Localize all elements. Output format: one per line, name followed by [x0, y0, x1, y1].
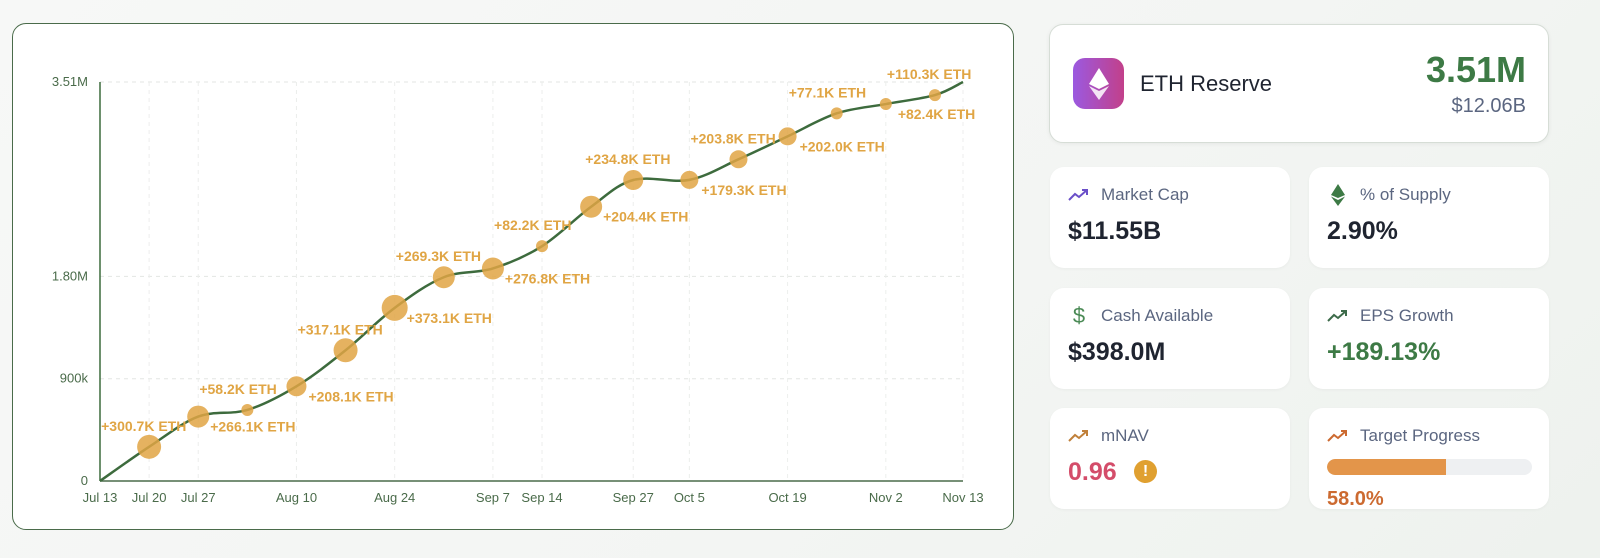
x-axis-tick: Oct 19 — [768, 490, 806, 505]
stat-value: $11.55B — [1068, 217, 1162, 245]
x-axis-tick: Nov 13 — [942, 490, 983, 505]
reserve-title: ETH Reserve — [1140, 71, 1273, 96]
x-axis-tick: Sep 27 — [613, 490, 654, 505]
x-axis-tick: Oct 5 — [674, 490, 705, 505]
data-point-marker[interactable] — [381, 294, 408, 321]
dollar-icon: $ — [1072, 303, 1086, 328]
data-point-label: +208.1K ETH — [308, 388, 393, 404]
data-point-marker[interactable] — [481, 257, 504, 280]
progress-bar-fill — [1327, 459, 1446, 475]
x-axis-tick: Aug 10 — [276, 490, 317, 505]
data-point-label: +266.1K ETH — [210, 419, 295, 435]
x-axis-tick: Aug 24 — [374, 490, 415, 505]
trending-up-icon — [1068, 184, 1090, 206]
ethereum-icon — [1327, 184, 1349, 206]
trending-up-icon — [1327, 305, 1349, 327]
ethereum-icon — [1073, 58, 1124, 109]
data-point-label: +82.4K ETH — [898, 106, 975, 122]
stat-label: mNAV — [1101, 426, 1149, 445]
holdings-line-chart: 0 900k 1.80M 3.51M Jul 13 Jul 20 Jul 27 Aug 10 A… — [52, 66, 984, 505]
stat-card-percent-supply: % of Supply 2.90% — [1309, 167, 1549, 268]
data-point-label: +317.1K ETH — [298, 321, 383, 337]
data-point-marker[interactable] — [286, 376, 307, 397]
data-point-marker[interactable] — [623, 170, 644, 191]
trending-up-icon — [1068, 425, 1090, 447]
reserve-amount: 3.51M — [1425, 49, 1526, 90]
data-point-marker[interactable] — [536, 240, 549, 253]
stat-label: Market Cap — [1101, 185, 1189, 204]
stat-value: 58.0% — [1327, 488, 1384, 510]
data-point-label: +110.3K ETH — [887, 66, 971, 82]
data-point-label: +276.8K ETH — [505, 270, 590, 286]
data-point-label: +203.8K ETH — [690, 130, 775, 146]
data-point-label: +179.3K ETH — [701, 182, 786, 198]
data-point-marker[interactable] — [137, 434, 162, 459]
y-axis-tick: 3.51M — [52, 74, 88, 89]
eth-reserve-card: ETH Reserve 3.51M $12.06B — [1049, 24, 1549, 143]
data-point-marker[interactable] — [729, 150, 748, 169]
x-axis-tick: Sep 14 — [521, 490, 562, 505]
data-point-label: +202.0K ETH — [800, 138, 885, 154]
data-point-marker[interactable] — [187, 405, 210, 428]
data-point-marker[interactable] — [879, 98, 892, 111]
stat-label: EPS Growth — [1360, 306, 1454, 325]
holdings-chart-card: 0 900k 1.80M 3.51M Jul 13 Jul 20 Jul 27 Aug 10 A… — [12, 23, 1014, 530]
stat-value: 0.96 — [1068, 458, 1117, 486]
data-point-marker[interactable] — [241, 403, 254, 416]
data-point-marker[interactable] — [580, 195, 603, 218]
data-point-label: +82.2K ETH — [494, 217, 571, 233]
data-point-label: +373.1K ETH — [407, 310, 492, 326]
stat-value: 2.90% — [1327, 217, 1398, 245]
data-point-label: +234.8K ETH — [585, 151, 670, 167]
stat-value: $398.0M — [1068, 338, 1166, 366]
data-point-marker[interactable] — [333, 338, 358, 363]
data-point-marker[interactable] — [778, 127, 797, 146]
stat-label: Target Progress — [1360, 426, 1480, 445]
data-point-marker[interactable] — [680, 170, 699, 189]
stat-label: % of Supply — [1360, 185, 1451, 204]
x-axis-tick: Jul 13 — [83, 490, 118, 505]
trending-up-icon — [1327, 425, 1349, 447]
x-axis-tick: Jul 20 — [132, 490, 167, 505]
data-point-label: +204.4K ETH — [603, 209, 688, 225]
stat-card-cash-available: $ Cash Available $398.0M — [1050, 288, 1290, 389]
stat-card-target-progress: Target Progress 58.0% — [1309, 408, 1549, 510]
y-axis-tick: 0 — [81, 473, 88, 488]
y-axis-tick: 900k — [60, 371, 89, 386]
data-point-label: +300.7K ETH — [101, 418, 186, 434]
data-point-label: +77.1K ETH — [789, 84, 866, 100]
stat-card-market-cap: Market Cap $11.55B — [1050, 167, 1290, 268]
data-point-marker[interactable] — [928, 89, 941, 102]
stat-card-mnav: mNAV 0.96 ! — [1050, 408, 1290, 509]
progress-bar — [1327, 459, 1532, 475]
x-axis-tick: Nov 2 — [869, 490, 903, 505]
stat-card-eps-growth: EPS Growth +189.13% — [1309, 288, 1549, 389]
stat-value: +189.13% — [1327, 338, 1441, 366]
x-axis-tick: Jul 27 — [181, 490, 216, 505]
warning-icon[interactable]: ! — [1134, 460, 1157, 483]
stat-label: Cash Available — [1101, 306, 1214, 325]
y-axis-tick: 1.80M — [52, 268, 88, 283]
data-point-label: +269.3K ETH — [396, 248, 481, 264]
x-axis-tick: Sep 7 — [476, 490, 510, 505]
data-point-marker[interactable] — [830, 107, 843, 120]
data-point-marker[interactable] — [432, 266, 455, 289]
data-point-label: +58.2K ETH — [199, 381, 276, 397]
reserve-usd-value: $12.06B — [1451, 95, 1526, 117]
